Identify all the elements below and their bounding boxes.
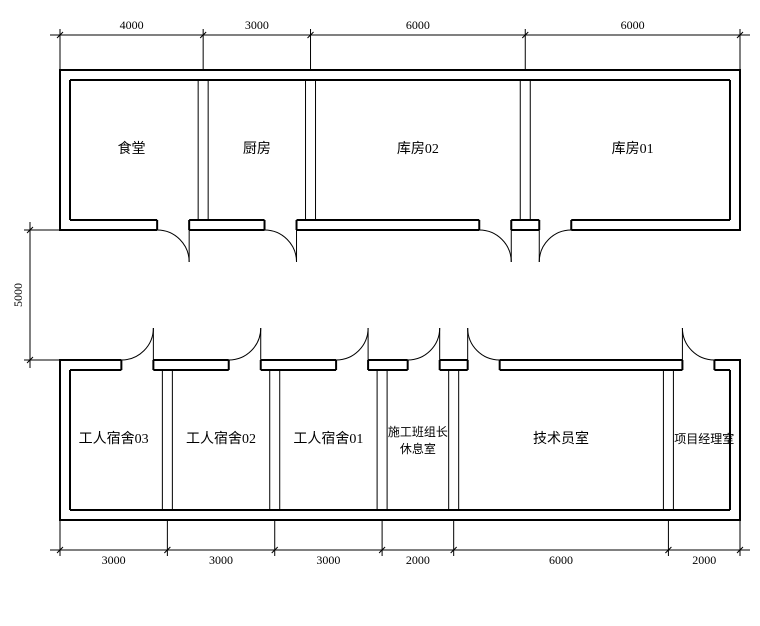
room-label: 工人宿舍03 (79, 430, 149, 447)
door-arc (682, 328, 714, 360)
room-label: 库房01 (612, 141, 654, 157)
door-arc (539, 230, 571, 262)
door-arc (408, 328, 440, 360)
room-label: 技术员室 (533, 430, 589, 447)
room-label: 施工班组长 (388, 425, 448, 439)
dimension-label: 3000 (245, 18, 269, 32)
floor-plan: 食堂 厨房 库房02 库房01 4000 3000 6000 6000 工人宿舍03 工人宿舍02… (0, 0, 760, 626)
door-arc (121, 328, 153, 360)
dimension-label: 3000 (209, 553, 233, 567)
room-label: 食堂 (118, 140, 146, 157)
room-label: 工人宿舍02 (186, 430, 256, 447)
room-label: 项目经理室 (674, 431, 734, 446)
dimension-label: 3000 (316, 553, 340, 567)
door-arc (479, 230, 511, 262)
door-arc (229, 328, 261, 360)
door-arc (468, 328, 500, 360)
room-label: 厨房 (243, 141, 271, 157)
dimension-label: 6000 (406, 18, 430, 32)
dimension-label: 6000 (621, 18, 645, 32)
dimension-label: 2000 (692, 553, 716, 567)
room-label: 工人宿舍01 (293, 430, 363, 447)
dimension-label: 4000 (120, 18, 144, 32)
door-arc (336, 328, 368, 360)
room-label: 库房02 (397, 141, 439, 157)
door-arc (265, 230, 297, 262)
dimension-label: 3000 (102, 553, 126, 567)
room-label: 休息室 (400, 441, 436, 456)
door-arc (157, 230, 189, 262)
dimension-label: 2000 (406, 553, 430, 567)
dimension-label: 5000 (11, 283, 25, 307)
dimension-label: 6000 (549, 553, 573, 567)
